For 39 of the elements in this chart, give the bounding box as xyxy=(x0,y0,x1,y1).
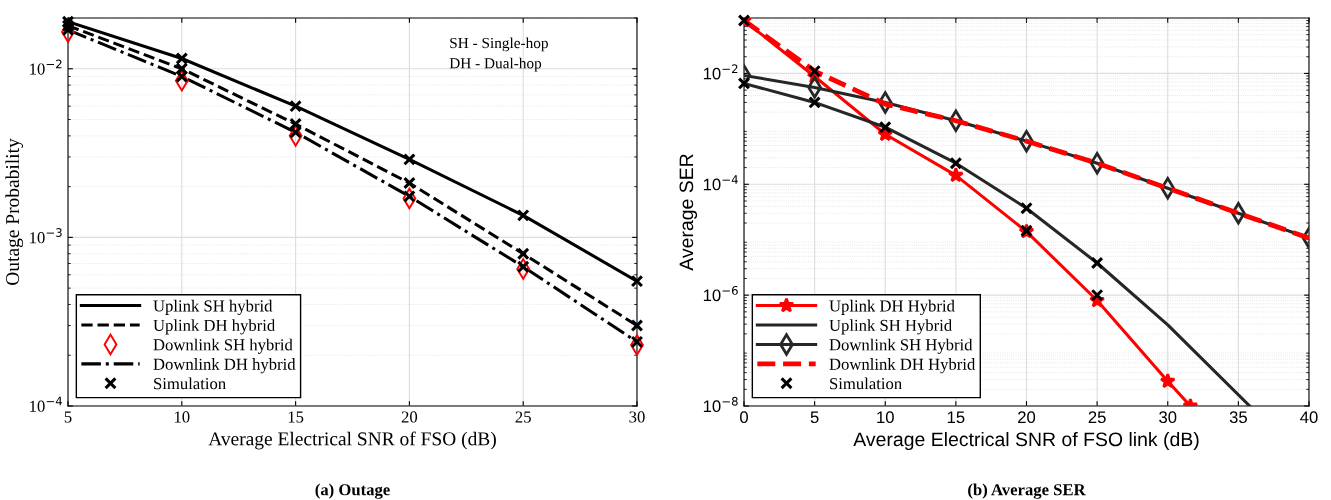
y-tick-label: 10$^{−4}$ xyxy=(30,396,63,412)
legend-label: Simulation xyxy=(154,377,226,390)
text: (b) Average SER xyxy=(968,483,1086,499)
x-tick-label: 10 xyxy=(877,411,894,424)
text: (a) Outage xyxy=(315,483,390,499)
x-tick-label: 20 xyxy=(401,411,418,423)
x-tick-label: 25 xyxy=(1088,411,1106,424)
x-tick-label: 5 xyxy=(64,411,72,423)
x-tick-label: 15 xyxy=(288,411,304,423)
x-tick-label: 0 xyxy=(740,411,748,424)
y-tick-label: 10$^{−3}$ xyxy=(30,228,62,244)
x-tick-label: 15 xyxy=(947,411,965,424)
legend-label: Simulation xyxy=(830,377,902,390)
legend-label: Uplink DH hybrid xyxy=(153,319,276,335)
legend-label: Downlink SH Hybrid xyxy=(829,338,973,354)
x-tick-label: 5 xyxy=(810,411,819,424)
legend-label: Downlink DH Hybrid xyxy=(829,358,976,374)
annotation: SH - Single-hop DH - Dual-hop xyxy=(449,37,548,72)
x-tick-label: 10 xyxy=(174,411,190,423)
y-axis-title: Outage Probability xyxy=(5,138,24,285)
legend-label: Uplink DH Hybrid xyxy=(829,299,955,315)
legend-label: Downlink DH hybrid xyxy=(153,358,296,374)
y-tick-label: 10$^{−6}$ xyxy=(703,286,738,302)
x-tick-label: 30 xyxy=(1159,411,1177,424)
legend-label: Downlink SH hybrid xyxy=(153,338,293,354)
y-tick-label: 10$^{−2}$ xyxy=(30,59,62,75)
x-tick-label: 35 xyxy=(1229,411,1247,424)
y-tick-label: 10$^{−4}$ xyxy=(703,175,738,191)
x-tick-label: 30 xyxy=(629,411,645,423)
y-tick-label: 10$^{−2}$ xyxy=(703,64,738,80)
x-tick-label: 40 xyxy=(1300,411,1318,424)
x-axis-title: Average Electrical SNR of FSO link (dB) xyxy=(853,431,1199,451)
x-tick-label: 25 xyxy=(515,411,531,423)
x-tick-label: 20 xyxy=(1018,411,1036,424)
y-tick-label: 10$^{−8}$ xyxy=(703,396,738,413)
legend-label: Uplink SH hybrid xyxy=(153,299,273,315)
y-axis-title: Average SER xyxy=(679,154,698,271)
x-axis-title: Average Electrical SNR of FSO (dB) xyxy=(208,431,496,450)
legend-label: Uplink SH Hybrid xyxy=(829,319,952,335)
